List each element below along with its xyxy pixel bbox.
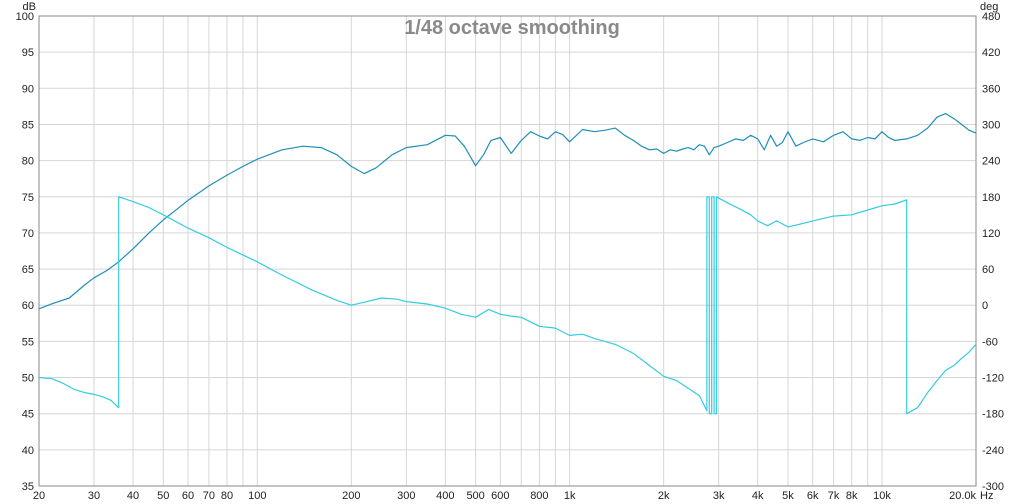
- right-tick-label: 240: [982, 156, 1000, 168]
- x-tick-label: 600: [491, 490, 509, 502]
- left-tick-label: 50: [22, 373, 34, 385]
- x-axis-unit: Hz: [980, 490, 993, 502]
- x-tick-label: 4k: [752, 490, 764, 502]
- x-tick-label: 100: [248, 490, 266, 502]
- right-tick-label: 300: [982, 119, 1000, 131]
- right-tick-label: 420: [982, 47, 1000, 59]
- x-tick-label: 2k: [658, 490, 670, 502]
- chart-title: 1/48 octave smoothing: [404, 17, 620, 39]
- left-tick-label: 35: [22, 481, 34, 493]
- x-tick-label: 20.0k: [949, 490, 976, 502]
- right-tick-label: 180: [982, 192, 1000, 204]
- left-tick-label: 95: [22, 47, 34, 59]
- left-tick-label: 55: [22, 336, 34, 348]
- right-tick-label: 480: [982, 11, 1000, 23]
- x-tick-label: 300: [397, 490, 415, 502]
- left-tick-label: 80: [22, 156, 34, 168]
- left-tick-label: 100: [16, 11, 34, 23]
- x-tick-label: 50: [157, 490, 169, 502]
- x-tick-label: 8k: [846, 490, 858, 502]
- x-tick-label: 5k: [782, 490, 794, 502]
- right-tick-label: -60: [982, 336, 998, 348]
- spl-series-line: [38, 113, 977, 310]
- x-tick-label: 10k: [873, 490, 891, 502]
- left-tick-label: 40: [22, 445, 34, 457]
- x-tick-label: 200: [342, 490, 360, 502]
- x-tick-label: 80: [221, 490, 233, 502]
- right-axis-unit: deg: [980, 1, 998, 13]
- series-layer: [38, 113, 977, 415]
- left-tick-label: 75: [22, 192, 34, 204]
- phase-series-line: [38, 196, 977, 415]
- right-tick-label: -240: [982, 445, 1004, 457]
- plot-frame: [38, 15, 977, 487]
- x-tick-label: 40: [127, 490, 139, 502]
- right-tick-label: -180: [982, 409, 1004, 421]
- right-axis-ticks: 480 420 360 300 240 180 120 60 0 -60 -120 -180 -240 -…: [982, 11, 1004, 493]
- left-tick-label: 85: [22, 119, 34, 131]
- left-tick-label: 90: [22, 83, 34, 95]
- x-axis-ticks: 20 30 40 50 60 70 80 100 200 300 400 500 600 800 1k 2k 3…: [33, 490, 977, 502]
- left-tick-label: 65: [22, 264, 34, 276]
- right-tick-label: -300: [982, 481, 1004, 493]
- x-tick-label: 7k: [828, 490, 840, 502]
- right-tick-label: 120: [982, 228, 1000, 240]
- left-axis-ticks: 100 95 90 85 80 75 70 65 60 55 50 45 40 35: [16, 11, 34, 493]
- x-tick-label: 60: [182, 490, 194, 502]
- left-tick-label: 60: [22, 300, 34, 312]
- x-tick-label: 6k: [807, 490, 819, 502]
- x-tick-label: 400: [436, 490, 454, 502]
- right-tick-label: 0: [982, 300, 988, 312]
- left-tick-label: 70: [22, 228, 34, 240]
- x-tick-label: 500: [466, 490, 484, 502]
- x-tick-label: 30: [88, 490, 100, 502]
- x-tick-label: 70: [203, 490, 215, 502]
- x-tick-label: 3k: [713, 490, 725, 502]
- right-tick-label: -120: [982, 373, 1004, 385]
- left-tick-label: 45: [22, 409, 34, 421]
- right-tick-label: 360: [982, 83, 1000, 95]
- x-tick-label: 1k: [564, 490, 576, 502]
- right-tick-label: 60: [982, 264, 994, 276]
- x-tick-label: 800: [530, 490, 548, 502]
- x-tick-label: 20: [33, 490, 45, 502]
- left-axis-unit: dB: [23, 1, 36, 13]
